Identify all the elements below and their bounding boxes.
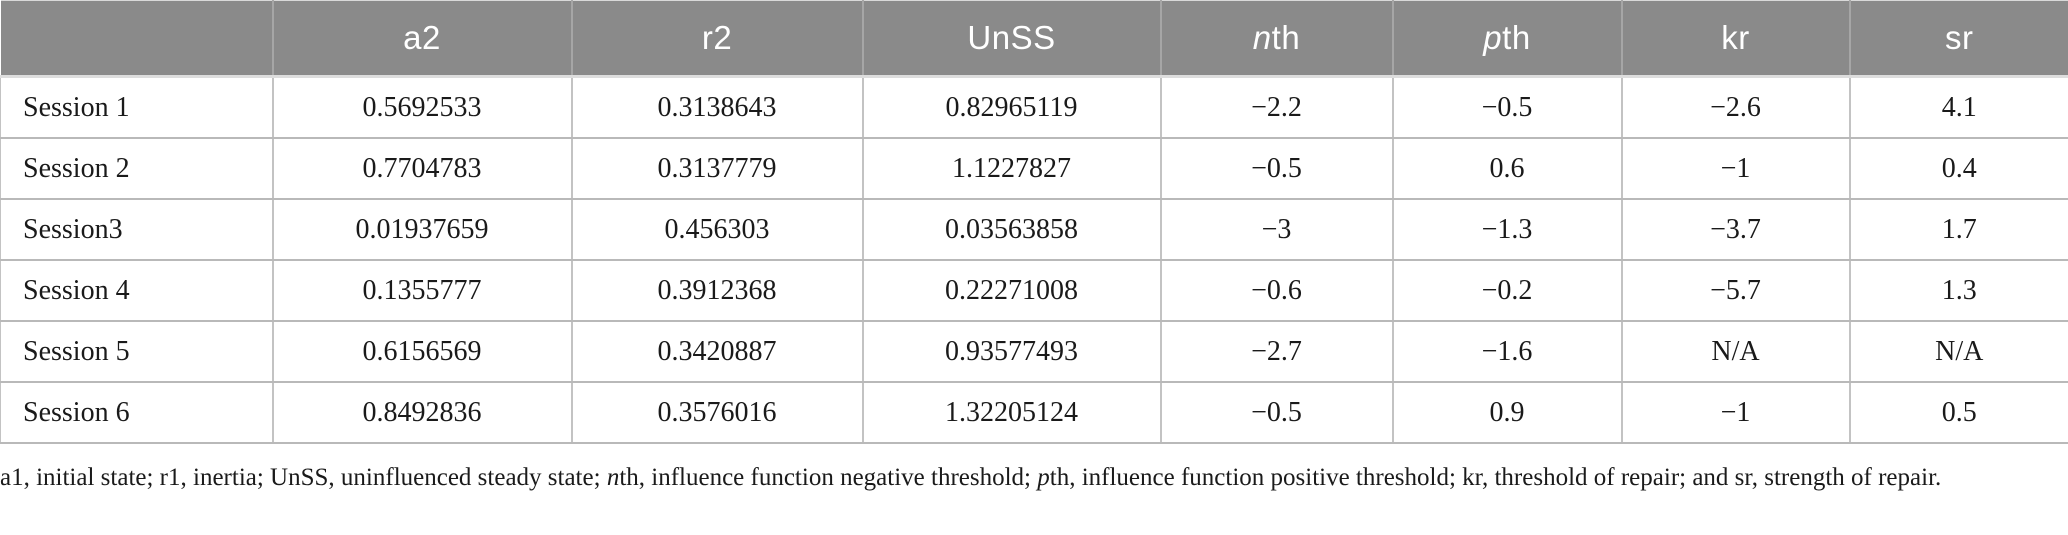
cell-r2: 0.3137779: [571, 138, 864, 200]
cell-unss: 1.32205124: [862, 382, 1162, 444]
table-footnote: a1, initial state; r1, inertia; UnSS, un…: [0, 458, 2060, 498]
cell-nth: −0.6: [1160, 260, 1394, 322]
table-body: Session 1 0.5692533 0.3138643 0.82965119…: [0, 76, 2068, 444]
cell-pth: −0.2: [1392, 260, 1623, 322]
table-row-session-6: Session 6 0.8492836 0.3576016 1.32205124…: [0, 382, 2068, 444]
header-row: a2 r2 UnSS nth pth kr sr: [0, 0, 2068, 78]
header-cell-nth: nth: [1160, 0, 1394, 78]
session-parameters-table: a2 r2 UnSS nth pth kr sr Session 1 0.569…: [0, 0, 2068, 444]
header-cell-sr: sr: [1849, 0, 2068, 78]
table-row-session-1: Session 1 0.5692533 0.3138643 0.82965119…: [0, 76, 2068, 139]
cell-r2: 0.3138643: [571, 76, 864, 139]
cell-kr: −2.6: [1621, 76, 1851, 139]
table-row-session-5: Session 5 0.6156569 0.3420887 0.93577493…: [0, 321, 2068, 383]
header-label: kr: [1721, 19, 1750, 56]
cell-nth: −3: [1160, 199, 1394, 261]
cell-unss: 0.22271008: [862, 260, 1162, 322]
cell-nth: −2.7: [1160, 321, 1394, 383]
cell-pth: −1.6: [1392, 321, 1623, 383]
cell-a2: 0.5692533: [272, 76, 573, 139]
table-row-session-3: Session3 0.01937659 0.456303 0.03563858 …: [0, 199, 2068, 261]
header-label: r2: [701, 19, 733, 56]
header-label: sr: [1945, 19, 1974, 56]
header-label: UnSS: [967, 19, 1056, 56]
cell-nth: −0.5: [1160, 138, 1394, 200]
cell-sr: 0.5: [1849, 382, 2068, 444]
cell-nth: −0.5: [1160, 382, 1394, 444]
header-cell-a2: a2: [272, 0, 573, 78]
header-cell-pth: pth: [1392, 0, 1623, 78]
cell-sr: 1.3: [1849, 260, 2068, 322]
cell-sr: N/A: [1849, 321, 2068, 383]
table-row-session-2: Session 2 0.7704783 0.3137779 1.1227827 …: [0, 138, 2068, 200]
row-label: Session3: [0, 199, 274, 261]
table-row-session-4: Session 4 0.1355777 0.3912368 0.22271008…: [0, 260, 2068, 322]
footnote-text: th, influence function negative threshol…: [619, 464, 1038, 491]
cell-pth: 0.6: [1392, 138, 1623, 200]
cell-r2: 0.3420887: [571, 321, 864, 383]
row-label: Session 4: [0, 260, 274, 322]
header-cell-empty: [0, 0, 274, 78]
cell-r2: 0.3912368: [571, 260, 864, 322]
cell-sr: 0.4: [1849, 138, 2068, 200]
header-cell-r2: r2: [571, 0, 864, 78]
cell-a2: 0.01937659: [272, 199, 573, 261]
header-label: a2: [403, 19, 441, 56]
header-label: th: [1502, 19, 1531, 56]
cell-a2: 0.8492836: [272, 382, 573, 444]
cell-kr: −5.7: [1621, 260, 1851, 322]
row-label: Session 2: [0, 138, 274, 200]
cell-kr: N/A: [1621, 321, 1851, 383]
cell-pth: −0.5: [1392, 76, 1623, 139]
header-label-italic: n: [1252, 19, 1272, 56]
cell-kr: −3.7: [1621, 199, 1851, 261]
header-cell-unss: UnSS: [862, 0, 1162, 78]
cell-unss: 0.82965119: [862, 76, 1162, 139]
parameters-table-figure: a2 r2 UnSS nth pth kr sr Session 1 0.569…: [0, 0, 2068, 498]
row-label: Session 5: [0, 321, 274, 383]
cell-r2: 0.456303: [571, 199, 864, 261]
footnote-italic-p: p: [1037, 464, 1050, 491]
cell-unss: 1.1227827: [862, 138, 1162, 200]
cell-a2: 0.7704783: [272, 138, 573, 200]
footnote-text: a1, initial state; r1, inertia; UnSS, un…: [0, 464, 607, 491]
row-label: Session 1: [0, 76, 274, 139]
header-cell-kr: kr: [1621, 0, 1851, 78]
footnote-italic-n: n: [606, 464, 620, 491]
cell-a2: 0.6156569: [272, 321, 573, 383]
cell-kr: −1: [1621, 138, 1851, 200]
cell-nth: −2.2: [1160, 76, 1394, 139]
cell-pth: −1.3: [1392, 199, 1623, 261]
header-label: th: [1271, 19, 1301, 56]
cell-unss: 0.93577493: [862, 321, 1162, 383]
cell-r2: 0.3576016: [571, 382, 864, 444]
cell-a2: 0.1355777: [272, 260, 573, 322]
header-label-italic: p: [1483, 19, 1503, 56]
cell-kr: −1: [1621, 382, 1851, 444]
cell-unss: 0.03563858: [862, 199, 1162, 261]
table-header: a2 r2 UnSS nth pth kr sr: [0, 0, 2068, 78]
cell-sr: 1.7: [1849, 199, 2068, 261]
cell-pth: 0.9: [1392, 382, 1623, 444]
footnote-text: th, influence function positive threshol…: [1049, 464, 1942, 491]
row-label: Session 6: [0, 382, 274, 444]
cell-sr: 4.1: [1849, 76, 2068, 139]
